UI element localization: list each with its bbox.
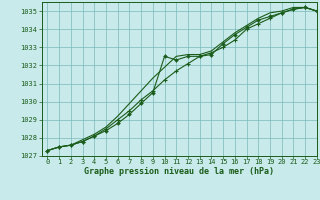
X-axis label: Graphe pression niveau de la mer (hPa): Graphe pression niveau de la mer (hPa)	[84, 167, 274, 176]
